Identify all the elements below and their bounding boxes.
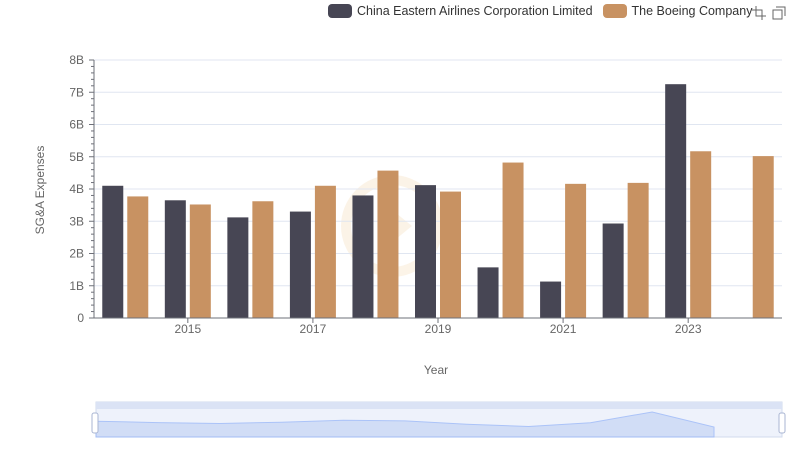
data-zoom-handle-right[interactable] <box>778 412 786 434</box>
bar-china-eastern-2014[interactable] <box>102 185 124 318</box>
y-tick-label: 3B <box>69 214 84 228</box>
legend-item-china-eastern[interactable]: China Eastern Airlines Corporation Limit… <box>328 4 593 18</box>
bar-china-eastern-2019[interactable] <box>415 185 436 318</box>
y-tick-label: 8B <box>69 53 84 67</box>
toolbox <box>746 6 786 20</box>
bar-boeing-2024[interactable] <box>752 156 774 318</box>
x-axis-title: Year <box>424 363 448 377</box>
y-tick-label: 4B <box>69 182 84 196</box>
bar-china-eastern-2022[interactable] <box>602 223 624 318</box>
y-tick-label: 5B <box>69 150 84 164</box>
x-tick-label: 2017 <box>300 322 327 336</box>
data-zoom-top-bar[interactable] <box>96 402 782 409</box>
bar-boeing-2021[interactable] <box>565 183 587 318</box>
bar-china-eastern-2018[interactable] <box>352 195 374 318</box>
legend-label-china-eastern: China Eastern Airlines Corporation Limit… <box>357 4 593 18</box>
y-tick-label: 0 <box>77 311 84 325</box>
bar-china-eastern-2015[interactable] <box>164 200 186 318</box>
bar-china-eastern-2023[interactable] <box>665 84 687 318</box>
legend-item-boeing[interactable]: The Boeing Company <box>602 4 753 18</box>
y-tick-label: 6B <box>69 118 84 132</box>
y-tick-label: 1B <box>69 279 84 293</box>
x-tick-label: 2023 <box>675 322 702 336</box>
bar-boeing-2020[interactable] <box>502 162 524 318</box>
bar-boeing-2015[interactable] <box>189 204 211 318</box>
bar-boeing-2016[interactable] <box>252 201 274 318</box>
bar-china-eastern-2017[interactable] <box>289 211 311 318</box>
x-axis: 2015 2017 2019 2021 2023 <box>94 317 782 336</box>
legend-label-boeing: The Boeing Company <box>631 4 753 18</box>
bar-china-eastern-2016[interactable] <box>227 217 249 318</box>
bar-china-eastern-2020[interactable] <box>477 267 499 318</box>
x-tick-label: 2019 <box>425 322 452 336</box>
legend: China Eastern Airlines Corporation Limit… <box>328 4 762 18</box>
data-zoom-preview <box>95 411 715 438</box>
data-zoom-handle-left[interactable] <box>91 412 99 434</box>
legend-swatch-china-eastern <box>328 4 352 18</box>
y-tick-label: 2B <box>69 247 84 261</box>
data-zoom-slider[interactable] <box>91 401 786 438</box>
bar-boeing-2018[interactable] <box>377 170 399 318</box>
x-tick-label: 2015 <box>174 322 201 336</box>
bar-boeing-2023[interactable] <box>690 151 712 318</box>
y-tick-label: 7B <box>69 85 84 99</box>
bar-china-eastern-2021[interactable] <box>540 281 562 318</box>
y-axis: 0 1B 2B 3B 4B 5B 6B 7B 8B <box>69 53 95 325</box>
bar-boeing-2022[interactable] <box>627 182 649 318</box>
y-axis-title: SG&A Expenses <box>33 146 47 235</box>
x-tick-label: 2021 <box>550 322 577 336</box>
zoom-select-icon[interactable] <box>752 6 766 20</box>
bar-boeing-2014[interactable] <box>127 196 149 318</box>
legend-swatch-boeing <box>602 4 627 18</box>
bar-boeing-2019[interactable] <box>440 191 461 318</box>
bars <box>102 84 774 318</box>
bar-boeing-2017[interactable] <box>314 185 336 318</box>
zoom-reset-icon[interactable] <box>772 6 786 20</box>
